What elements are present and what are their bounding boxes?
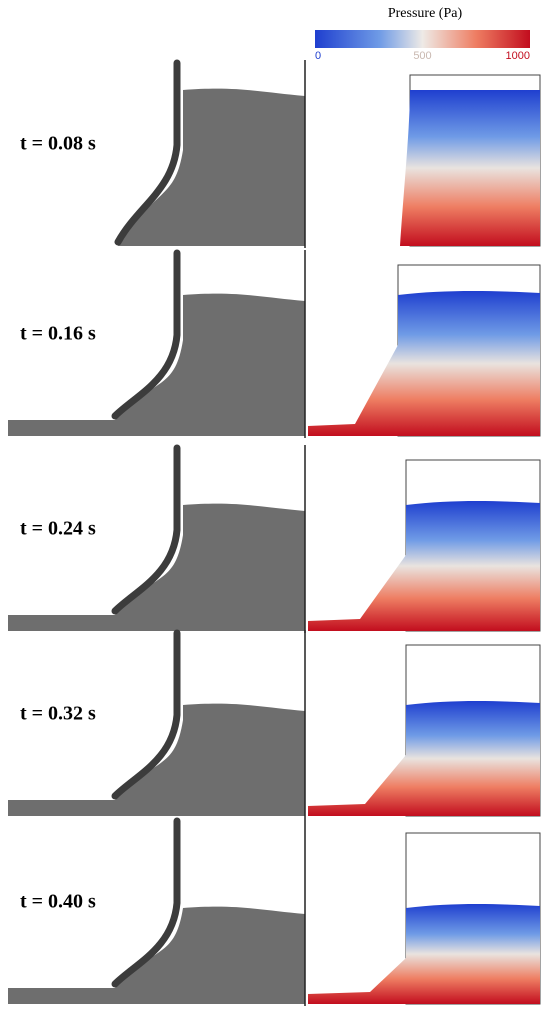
colorbar-tick-label: 0: [315, 50, 321, 62]
gate: [111, 817, 181, 988]
fluid-left: [8, 703, 305, 816]
gate: [111, 444, 181, 615]
fluid-left: [8, 906, 305, 1004]
panels: t = 0.08 s t = 0.16 s t = 0.24 s t = 0.32 s…: [8, 59, 541, 1006]
colorbar-ticks: 0 500 1000: [315, 50, 530, 62]
panel: t = 0.08 s: [20, 59, 541, 248]
colorbar-tick-label: 1000: [506, 50, 530, 62]
panel: t = 0.24 s: [8, 444, 541, 633]
panel: t = 0.16 s: [8, 249, 541, 438]
pressure-field: [400, 90, 540, 246]
panel: t = 0.40 s: [8, 817, 541, 1006]
panel-label: t = 0.24 s: [20, 518, 96, 540]
fluid-left: [115, 88, 305, 246]
gate: [111, 249, 181, 420]
colorbar-title: Pressure (Pa): [388, 6, 463, 21]
fluid-left: [8, 503, 305, 631]
panel-label: t = 0.08 s: [20, 133, 96, 155]
fluid-left: [8, 293, 305, 436]
pressure-field: [308, 501, 540, 631]
colorbar: [315, 30, 530, 48]
gate: [114, 59, 181, 246]
gate: [111, 629, 181, 800]
pressure-field: [308, 291, 540, 436]
panel: t = 0.32 s: [8, 629, 541, 818]
panel-label: t = 0.32 s: [20, 703, 96, 725]
pressure-field: [308, 701, 540, 816]
panel-label: t = 0.16 s: [20, 323, 96, 345]
pressure-field: [308, 904, 540, 1004]
panel-label: t = 0.40 s: [20, 891, 96, 913]
colorbar-tick-label: 500: [413, 50, 431, 62]
